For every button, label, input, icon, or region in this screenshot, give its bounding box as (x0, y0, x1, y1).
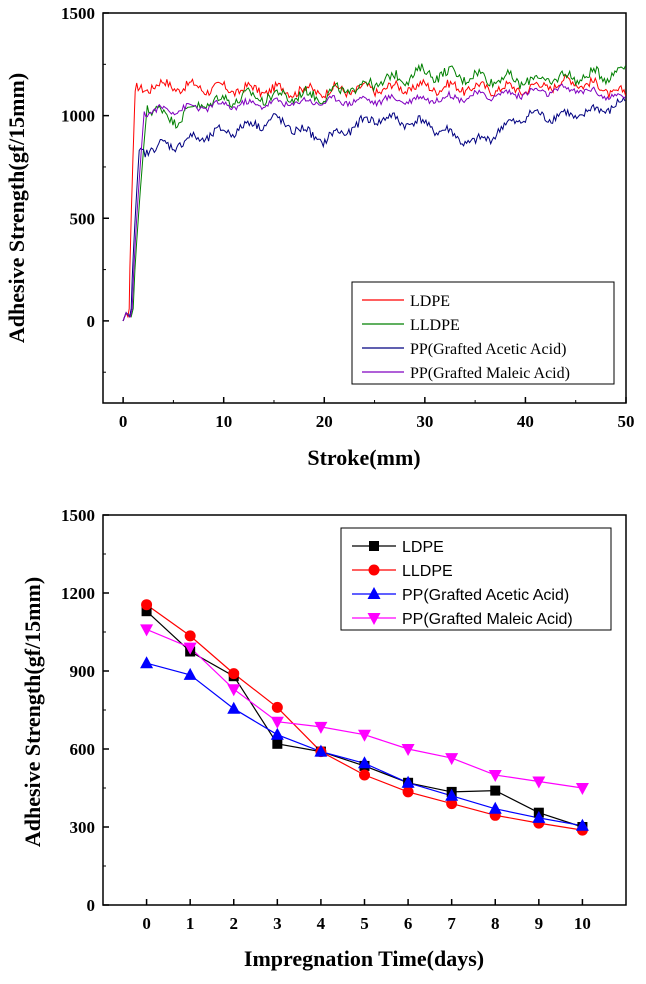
chart-2-legend-marker (369, 541, 379, 551)
chart-1-legend-box (351, 281, 615, 385)
chart-1-legend: LDPE LLDPE PP(Grafted Acetic Acid) PP(Graft… (351, 281, 615, 385)
chart-1-x-tick-label: 0 (119, 412, 128, 431)
chart-1-x-tick-label: 10 (215, 412, 232, 431)
chart-2-x-tick-label: 5 (360, 914, 369, 933)
chart-2-data-point (314, 744, 328, 757)
chart-2-data-point (359, 769, 370, 781)
chart-2-legend-label: LLDPE (402, 563, 453, 580)
chart-2-data-point (140, 656, 154, 669)
chart-1-y-tick-label: 500 (70, 209, 96, 228)
chart-2-data-point (270, 716, 284, 729)
chart-2-series-line (146, 604, 583, 831)
chart-2-x-tick-label: 0 (142, 914, 151, 933)
chart-2-data-point (575, 818, 589, 831)
chart-2-data-point (227, 684, 241, 697)
chart-2-y-tick-label: 1500 (61, 506, 95, 525)
chart-2-y-tick-label: 0 (87, 896, 96, 915)
chart-2-data-point (141, 606, 152, 617)
chart-2-data-point (445, 788, 459, 801)
chart-1-legend-label: LLDPE (410, 317, 460, 334)
chart-2-data-point (488, 770, 502, 782)
chart-2-data-point (270, 727, 284, 740)
chart-2-x-tick-label: 1 (186, 914, 195, 933)
chart-2-legend-label: LDPE (402, 539, 444, 556)
chart-1-x-tick-label: 40 (517, 412, 534, 431)
chart-2-data-point (532, 776, 546, 789)
chart-2-x-tick-label: 2 (230, 914, 239, 933)
chart-2-y-tick-label: 600 (70, 740, 96, 759)
chart-2-data-point (446, 798, 458, 810)
chart-2-impregnation: 0 1 2 3 4 5 6 7 8 9 10 0 300 600 900 1200 1500 Impregnat… (20, 506, 627, 971)
chart-2-data-point (183, 667, 197, 680)
chart-1-legend-label: PP(Grafted Maleic Acid) (410, 365, 570, 382)
chart-2-legend-marker (368, 564, 380, 576)
chart-2-data-point (271, 701, 283, 713)
chart-2-y-tick-label: 300 (70, 818, 96, 837)
chart-1-legend-label: PP(Grafted Acetic Acid) (410, 341, 566, 358)
chart-2-x-tick-label: 8 (491, 914, 500, 933)
chart-2-legend-label: PP(Grafted Acetic Acid) (402, 587, 569, 604)
chart-2-y-tick-label: 1200 (61, 584, 95, 603)
chart-2-y-axis-label: Adhesive Strength(gf/15mm) (20, 577, 45, 847)
chart-2-x-tick-label: 3 (273, 914, 282, 933)
chart-1-x-axis-label: Stroke(mm) (307, 445, 420, 470)
chart-2-data-point (445, 753, 459, 766)
chart-1-x-tick-label: 30 (416, 412, 433, 431)
chart-2-data-point (184, 630, 196, 642)
chart-2-legend-label: PP(Grafted Maleic Acid) (402, 611, 573, 628)
chart-2-data-point (401, 775, 415, 788)
chart-1-plot-frame (102, 12, 627, 404)
chart-2-x-tick-label: 10 (574, 914, 591, 933)
chart-2-x-tick-label: 9 (535, 914, 544, 933)
chart-2-legend-box (340, 527, 612, 631)
chart-2-legend: LDPE LLDPE PP(Grafted Acetic Acid) PP(Graft… (340, 527, 612, 631)
chart-2-data-point (358, 756, 371, 769)
chart-1-series-line (122, 63, 626, 322)
chart-1-y-axis-label: Adhesive Strength(gf/15mm) (4, 73, 29, 343)
chart-1-y-tick-label: 1000 (61, 107, 95, 126)
chart-2-data-point (314, 721, 328, 734)
chart-2-data-point (140, 624, 154, 637)
chart-2-data-point (227, 701, 241, 714)
chart-2-y-tick-label: 900 (70, 662, 96, 681)
chart-2-series-line (146, 610, 583, 828)
chart-1-legend-label: LDPE (410, 293, 450, 310)
chart-2-data-point (272, 738, 283, 749)
chart-2-data-point (358, 729, 371, 742)
chart-2-data-point (183, 642, 197, 655)
chart-2-x-tick-label: 6 (404, 914, 413, 933)
chart-1-series-line (122, 83, 626, 322)
chart-2-data-point (141, 599, 153, 611)
chart-1-y-tick-label: 0 (87, 312, 96, 331)
chart-2-data-point (228, 668, 240, 680)
chart-2-x-axis-label: Impregnation Time(days) (244, 946, 484, 971)
chart-2-legend-marker (367, 587, 381, 599)
chart-2-data-point (575, 783, 589, 795)
chart-2-data-point (532, 810, 546, 823)
chart-2-data-point (401, 744, 415, 756)
chart-2-x-tick-label: 4 (317, 914, 326, 933)
chart-2-data-point (402, 786, 414, 798)
chart-2-legend-marker (367, 613, 381, 625)
chart-2-data-point (488, 801, 502, 814)
chart-1-x-tick-label: 20 (316, 412, 333, 431)
chart-1-series-line (122, 96, 626, 322)
chart-1-x-tick-label: 50 (618, 412, 635, 431)
chart-2-x-tick-label: 7 (447, 914, 456, 933)
chart-1-y-tick-label: 1500 (61, 4, 95, 23)
chart-1-series-line (122, 73, 626, 322)
chart-2-data-point (490, 785, 501, 796)
